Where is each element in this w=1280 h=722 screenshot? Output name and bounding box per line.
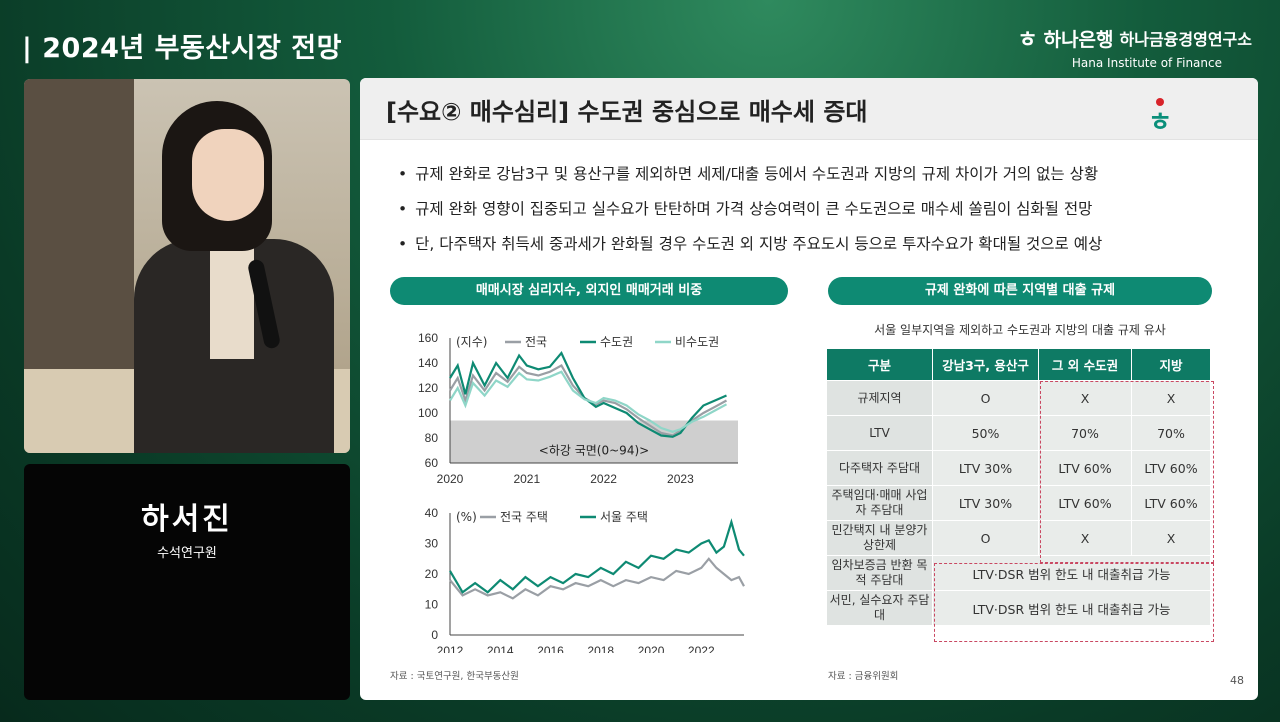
table-cell: LTV 60% xyxy=(1038,450,1132,486)
legend-label: 서울 주택 xyxy=(600,510,648,524)
table-cell: 서민, 실수요자 주담대 xyxy=(826,590,933,626)
table-cell: 규제지역 xyxy=(826,380,933,416)
y-tick-label: 120 xyxy=(418,381,438,395)
table-row: 주택임대·매매 사업자 주담대 LTV 30% LTV 60% LTV 60% xyxy=(826,485,1211,521)
series-line-1 xyxy=(449,557,745,600)
y-tick-label: 0 xyxy=(431,628,438,642)
table-row: 다주택자 주담대 LTV 30% LTV 60% LTV 60% xyxy=(826,450,1211,486)
highlight-box xyxy=(934,563,1214,642)
table-row: LTV 50% 70% 70% xyxy=(826,415,1211,451)
table-cell: 다주택자 주담대 xyxy=(826,450,933,486)
table-subtitle: 서울 일부지역을 제외하고 수도권과 지방의 대출 규제 유사 xyxy=(874,323,1166,337)
regulation-table: 구분 강남3구, 용산구 그 외 수도권 지방 규제지역 O X X LTV 5… xyxy=(826,348,1211,626)
x-tick-label: 2014 xyxy=(487,644,514,653)
table-row: 서민, 실수요자 주담대 LTV·DSR 범위 한도 내 대출취급 가능 xyxy=(826,590,1211,626)
speaker-video xyxy=(24,79,350,453)
bullet-item: 단, 다주택자 취득세 중과세가 완화될 경우 수도권 외 지방 주요도시 등으… xyxy=(398,232,1102,254)
table-cell: O xyxy=(932,520,1039,556)
table-row: 임차보증금 반환 목적 주담대 LTV·DSR 범위 한도 내 대출취급 가능 xyxy=(826,555,1211,591)
table-cell: 주택임대·매매 사업자 주담대 xyxy=(826,485,933,521)
brand-bank-name: 하나은행 xyxy=(1043,28,1114,51)
table-header: 구분 xyxy=(826,348,933,381)
y-tick-label: 20 xyxy=(425,567,439,581)
table-cell: 임차보증금 반환 목적 주담대 xyxy=(826,555,933,591)
x-tick-label: 2020 xyxy=(437,472,464,486)
table-cell: LTV 60% xyxy=(1038,485,1132,521)
left-section-pill: 매매시장 심리지수, 외지인 매매거래 비중 xyxy=(390,277,788,305)
table-cell: X xyxy=(1038,520,1132,556)
legend-label: 전국 주택 xyxy=(500,510,548,524)
table-cell: O xyxy=(932,380,1039,416)
series-line-3 xyxy=(449,370,728,433)
x-tick-label: 2016 xyxy=(537,644,564,653)
y-tick-label: 160 xyxy=(418,331,438,345)
table-cell: 70% xyxy=(1038,415,1132,451)
table-cell: LTV 30% xyxy=(932,450,1039,486)
table-cell: 민간택지 내 분양가상한제 xyxy=(826,520,933,556)
band-annotation: <하강 국면(0~94)> xyxy=(539,444,649,458)
bullet-item: 규제 완화 영향이 집중되고 실수요가 탄탄하며 가격 상승여력이 큰 수도권으… xyxy=(398,197,1102,219)
y-axis-label: (%) xyxy=(456,510,477,524)
hana-slide-logo-icon: ㅎ xyxy=(1148,98,1172,139)
table-cell: LTV·DSR 범위 한도 내 대출취급 가능 xyxy=(932,555,1211,591)
y-tick-label: 80 xyxy=(425,431,439,445)
bullet-list: 규제 완화로 강남3구 및 용산구를 제외하면 세제/대출 등에서 수도권과 지… xyxy=(398,162,1102,267)
y-tick-label: 60 xyxy=(425,456,439,470)
left-source: 자료 : 국토연구원, 한국부동산원 xyxy=(390,671,519,682)
x-tick-label: 2018 xyxy=(587,644,614,653)
table-cell: LTV·DSR 범위 한도 내 대출취급 가능 xyxy=(932,590,1211,626)
page-number: 48 xyxy=(1230,674,1244,687)
table-cell: LTV 60% xyxy=(1131,485,1211,521)
broadcast-title: | 2024년 부동산시장 전망 xyxy=(22,33,342,64)
slide-title: [수요② 매수심리] 수도권 중심으로 매수세 증대 xyxy=(386,98,868,126)
table-cell: LTV 60% xyxy=(1131,450,1211,486)
hana-logo-icon: ㅎ xyxy=(1017,28,1038,53)
y-tick-label: 140 xyxy=(418,356,438,370)
table-cell: X xyxy=(1131,520,1211,556)
brand-institute-name: 하나금융경영연구소 xyxy=(1119,30,1252,49)
table-cell: X xyxy=(1131,380,1211,416)
y-tick-label: 40 xyxy=(425,506,439,520)
right-source: 자료 : 금융위원회 xyxy=(828,671,899,682)
y-axis-label: (지수) xyxy=(456,335,487,349)
legend-label: 수도권 xyxy=(600,335,633,349)
x-tick-label: 2021 xyxy=(513,472,540,486)
x-tick-label: 2023 xyxy=(667,472,694,486)
table-cell: 70% xyxy=(1131,415,1211,451)
table-header: 그 외 수도권 xyxy=(1038,348,1132,381)
speaker-name: 하서진 xyxy=(141,502,233,537)
table-cell: 50% xyxy=(932,415,1039,451)
right-section-pill: 규제 완화에 따른 지역별 대출 규제 xyxy=(828,277,1212,305)
series-line-2 xyxy=(449,518,745,594)
legend-label: 비수도권 xyxy=(675,335,719,349)
table-row: 규제지역 O X X xyxy=(826,380,1211,416)
y-tick-label: 30 xyxy=(425,537,439,551)
y-tick-label: 10 xyxy=(425,598,439,612)
bullet-item: 규제 완화로 강남3구 및 용산구를 제외하면 세제/대출 등에서 수도권과 지… xyxy=(398,162,1102,184)
table-cell: LTV xyxy=(826,415,933,451)
highlight-box xyxy=(1040,381,1214,563)
decline-band xyxy=(450,420,738,463)
x-tick-label: 2022 xyxy=(688,644,715,653)
x-tick-label: 2012 xyxy=(437,644,464,653)
table-header: 강남3구, 용산구 xyxy=(932,348,1039,381)
speaker-namecard: 하서진 수석연구원 xyxy=(24,464,350,700)
x-tick-label: 2020 xyxy=(638,644,665,653)
presentation-slide: [수요② 매수심리] 수도권 중심으로 매수세 증대 ㅎ 규제 완화로 강남3구… xyxy=(360,78,1258,700)
slide-header: [수요② 매수심리] 수도권 중심으로 매수세 증대 ㅎ xyxy=(360,78,1258,140)
brand-block: ㅎ 하나은행 하나금융경영연구소 Hana Institute of Finan… xyxy=(1017,22,1252,70)
legend-label: 전국 xyxy=(525,335,547,349)
y-tick-label: 100 xyxy=(418,406,438,420)
x-tick-label: 2022 xyxy=(590,472,617,486)
charts-container: 60 80 100 120 140 160 2020 2021 2022 2023 (지수) 전국 수도… xyxy=(390,323,750,658)
brand-english-name: Hana Institute of Finance xyxy=(1071,56,1222,70)
table-header: 지방 xyxy=(1131,348,1211,381)
table-cell: LTV 30% xyxy=(932,485,1039,521)
speaker-role: 수석연구원 xyxy=(157,546,217,561)
